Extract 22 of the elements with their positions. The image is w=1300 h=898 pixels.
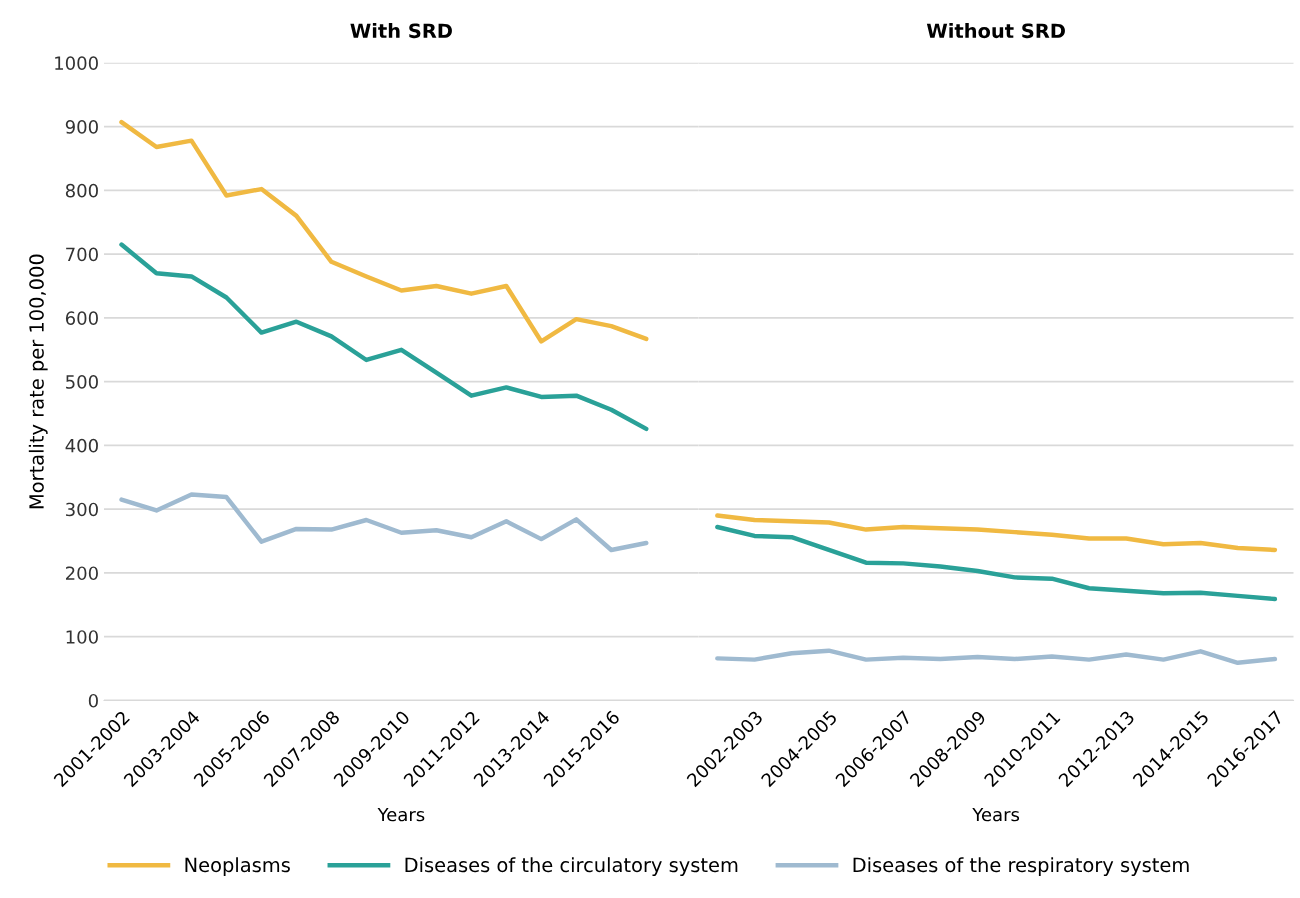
- y-tick-label: 500: [66, 375, 98, 389]
- legend-label: Diseases of the circulatory system: [405, 857, 738, 877]
- y-tick-label: 900: [65, 120, 98, 134]
- y-tick-label: 400: [65, 438, 98, 453]
- y-tick-label: 700: [66, 247, 98, 262]
- x-axis-title: Years: [972, 807, 1020, 822]
- line-series: [119, 119, 649, 344]
- chart-title: Without SRD: [926, 23, 1065, 39]
- y-tick-label: 300: [66, 502, 98, 517]
- legend-label: Diseases of the respiratory system: [853, 857, 1189, 877]
- legend-label: Neoplasms: [185, 857, 290, 877]
- line-series: [119, 492, 649, 553]
- y-tick-label: 600: [65, 311, 98, 326]
- y-axis-title: Mortality rate per 100,000: [28, 254, 48, 509]
- y-tick-label: 200: [66, 566, 98, 581]
- chart-title: With SRD: [350, 23, 452, 39]
- y-tick-label: 800: [65, 183, 98, 198]
- x-axis-title: Years: [377, 807, 425, 822]
- line-series: [119, 242, 649, 432]
- y-tick-label: 1000: [55, 56, 98, 70]
- y-tick-label: 0: [88, 693, 98, 708]
- y-tick-label: 100: [66, 630, 98, 644]
